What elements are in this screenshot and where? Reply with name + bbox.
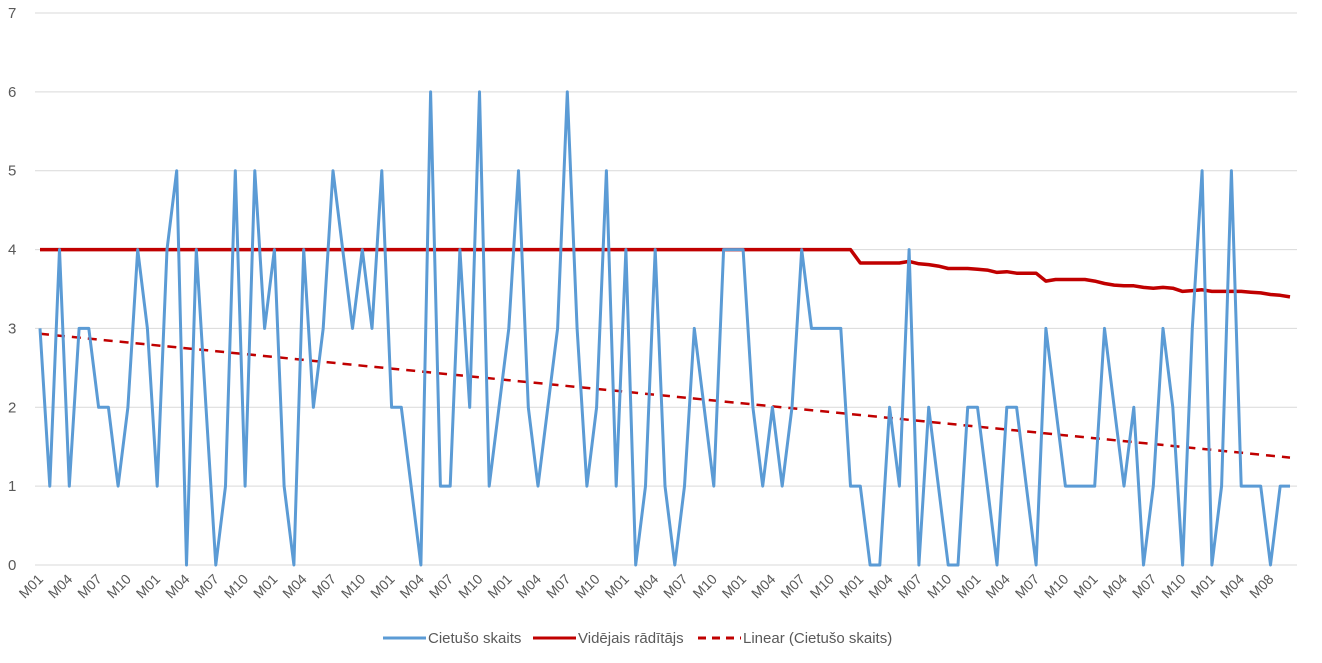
x-tick-label: M10 — [338, 571, 369, 602]
x-tick-label: M07 — [1012, 571, 1043, 602]
x-tick-label: M10 — [572, 571, 603, 602]
y-tick-label: 1 — [8, 478, 16, 495]
x-tick-label: M04 — [748, 571, 779, 602]
x-tick-label: M01 — [16, 571, 47, 602]
x-tick-label: M01 — [250, 571, 281, 602]
x-tick-label: M04 — [45, 571, 76, 602]
x-tick-label: M07 — [1129, 571, 1160, 602]
y-tick-label: 6 — [8, 84, 16, 101]
x-tick-label: M07 — [777, 571, 808, 602]
legend-label: Linear (Cietušo skaits) — [743, 630, 892, 647]
series-lines — [38, 90, 1291, 567]
x-tick-label: M04 — [162, 571, 193, 602]
x-tick-label: M04 — [279, 571, 310, 602]
x-tick-label: M01 — [719, 571, 750, 602]
y-axis-tick-labels: 0 1 2 3 4 5 6 7 — [8, 5, 16, 574]
x-tick-label: M10 — [807, 571, 838, 602]
legend-label: Cietušo skaits — [428, 630, 521, 647]
x-tick-label: M01 — [367, 571, 398, 602]
x-tick-label: M04 — [1217, 571, 1248, 602]
x-tick-label: M04 — [514, 571, 545, 602]
x-tick-label: M07 — [191, 571, 222, 602]
x-tick-label: M04 — [1100, 571, 1131, 602]
x-tick-label: M07 — [660, 571, 691, 602]
x-tick-label: M10 — [924, 571, 955, 602]
x-tick-label: M04 — [982, 571, 1013, 602]
legend-item-linear-trend[interactable]: Linear (Cietušo skaits) — [698, 630, 892, 647]
x-tick-label: M10 — [221, 571, 252, 602]
series-line-videjais-raditajs — [40, 247, 1291, 299]
x-tick-label: M01 — [836, 571, 867, 602]
y-tick-label: 2 — [8, 399, 16, 416]
x-tick-label: M08 — [1246, 571, 1277, 602]
x-tick-label: M01 — [133, 571, 164, 602]
y-tick-label: 0 — [8, 557, 16, 574]
x-tick-label: M07 — [894, 571, 925, 602]
x-tick-label: M07 — [426, 571, 457, 602]
legend-item-videjais-raditajs[interactable]: Vidējais rādītājs — [533, 630, 684, 647]
x-tick-label: M01 — [953, 571, 984, 602]
x-tick-label: M01 — [484, 571, 515, 602]
y-tick-label: 7 — [8, 5, 16, 22]
y-tick-label: 5 — [8, 163, 16, 180]
x-tick-label: M01 — [601, 571, 632, 602]
x-tick-label: M04 — [865, 571, 896, 602]
x-tick-label: M01 — [1187, 571, 1218, 602]
x-tick-label: M10 — [455, 571, 486, 602]
legend: Cietušo skaits Vidējais rādītājs Linear … — [383, 630, 892, 647]
x-tick-label: M07 — [74, 571, 105, 602]
x-tick-label: M10 — [689, 571, 720, 602]
x-tick-label: M10 — [1158, 571, 1189, 602]
x-tick-label: M04 — [396, 571, 427, 602]
x-tick-label: M07 — [543, 571, 574, 602]
legend-item-cietuso-skaits[interactable]: Cietušo skaits — [383, 630, 521, 647]
legend-label: Vidējais rādītājs — [578, 630, 684, 647]
x-axis-tick-labels: M01M04M07M10M01M04M07M10M01M04M07M10M01M… — [16, 571, 1277, 602]
x-tick-label: M04 — [631, 571, 662, 602]
x-tick-label: M07 — [309, 571, 340, 602]
x-tick-label: M10 — [103, 571, 134, 602]
y-tick-label: 3 — [8, 320, 16, 337]
x-tick-label: M01 — [1070, 571, 1101, 602]
y-tick-label: 4 — [8, 242, 16, 259]
x-tick-label: M10 — [1041, 571, 1072, 602]
